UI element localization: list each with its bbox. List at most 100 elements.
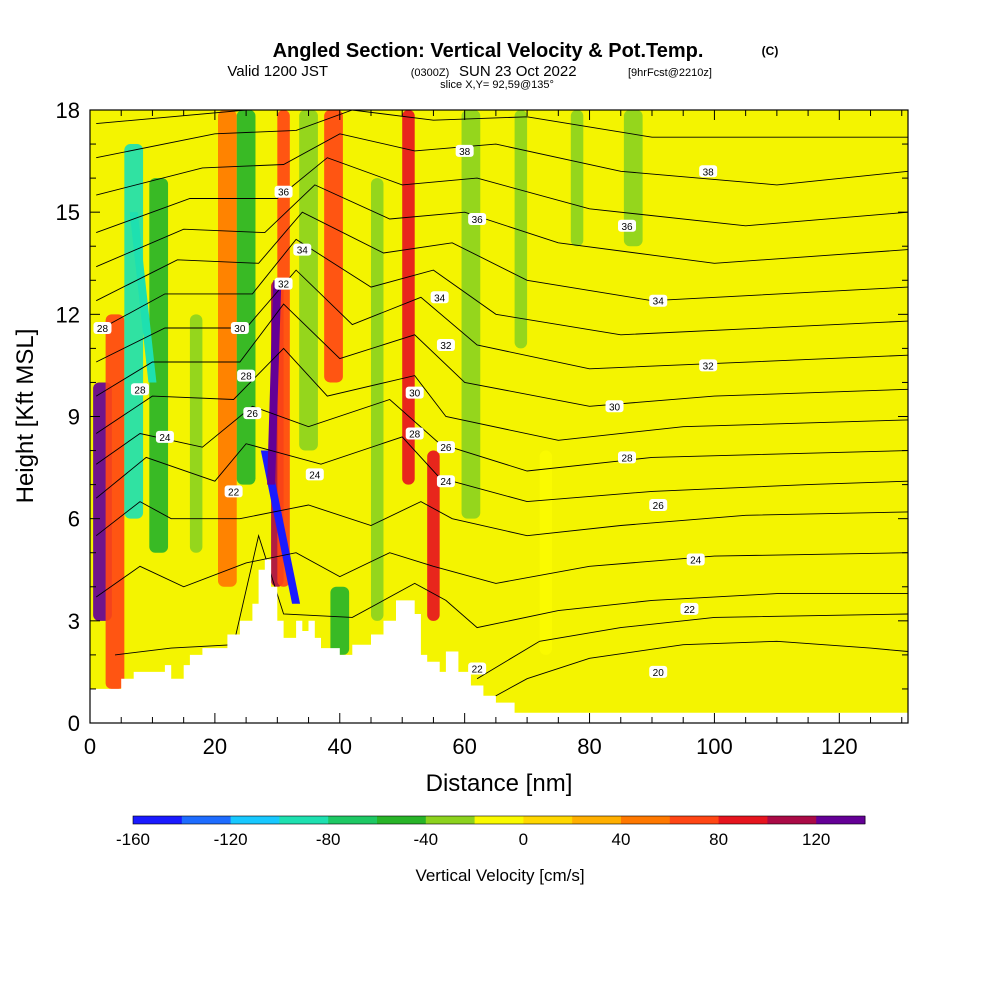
- contour-label: 34: [434, 293, 446, 304]
- contour-label-box: [274, 277, 293, 290]
- y-tick-label: 15: [56, 200, 80, 225]
- isentrope-line: [96, 157, 908, 234]
- contour-label: 22: [228, 487, 240, 498]
- colorbar-tick-label: 80: [709, 830, 728, 849]
- plot-background: [90, 110, 908, 723]
- chart-subtitle-zulu: (0300Z): [411, 67, 450, 79]
- contour-labels: 28 28 24 22 30 28 26 24 32 34 36 38 36 34 32 30 28 26 24 22…: [93, 144, 718, 679]
- isentrope-line: [95, 436, 908, 503]
- colorbar-swatch: [181, 816, 232, 824]
- y-tick-label: 0: [68, 711, 80, 736]
- colorbar-swatch: [669, 816, 720, 824]
- colorbar-swatch: [767, 816, 817, 824]
- isentrope-line: [96, 133, 908, 196]
- x-tick-label: 100: [696, 734, 733, 759]
- velocity-band: [461, 110, 481, 519]
- chart-title: Angled Section: Vertical Velocity & Pot.…: [273, 40, 704, 62]
- colorbar-swatch: [572, 816, 622, 824]
- velocity-band: [330, 586, 350, 655]
- contour-label-box: [436, 338, 455, 351]
- isentrope-line: [95, 211, 908, 302]
- contour-label: 30: [409, 389, 421, 400]
- y-tick-label: 12: [56, 302, 80, 327]
- contour-label: 36: [278, 188, 290, 199]
- chart-subtitle-valid: Valid 1200 JST: [227, 63, 328, 80]
- contour-label: 26: [440, 443, 452, 454]
- colorbar-swatch: [474, 816, 524, 824]
- contour-label: 30: [234, 324, 246, 335]
- x-tick-label: 0: [84, 734, 96, 759]
- chart-subtitle-forecast: [9hrFcst@2210z]: [628, 67, 712, 79]
- contour-label: 38: [459, 147, 471, 158]
- isentrope-line: [96, 184, 908, 268]
- contour-label: 28: [621, 453, 633, 464]
- colorbar-swatch: [718, 816, 768, 824]
- contour-label-box: [436, 441, 455, 454]
- contour-label-box: [436, 475, 455, 488]
- isentrope-line: [95, 238, 908, 336]
- chart-title-units: (C): [762, 44, 779, 58]
- y-tick-label: 18: [56, 98, 80, 123]
- contour-label: 24: [440, 477, 452, 488]
- colorbar-tick-label: 40: [612, 830, 631, 849]
- velocity-band: [370, 178, 384, 621]
- colorbar-tick-label: -80: [316, 830, 341, 849]
- contour-label-box: [230, 321, 249, 334]
- y-tick-label: 3: [68, 609, 80, 634]
- colorbar-tick-label: -160: [116, 830, 150, 849]
- colorbar-tick-label: -40: [414, 830, 439, 849]
- velocity-band: [299, 110, 318, 451]
- velocity-band: [427, 450, 440, 621]
- contour-label: 36: [621, 222, 633, 233]
- colorbar-label: Vertical Velocity [cm/s]: [415, 866, 584, 885]
- contour-label-box: [605, 400, 624, 413]
- contour-label: 24: [159, 433, 171, 444]
- contour-label-box: [405, 427, 424, 440]
- colorbar-tick-label: 120: [802, 830, 830, 849]
- contour-label: 26: [653, 501, 665, 512]
- contour-label: 22: [472, 665, 484, 676]
- colorbar-swatch: [377, 816, 427, 824]
- colorbar-swatch: [230, 816, 280, 824]
- isentrope-line: [95, 501, 908, 537]
- contour-label-box: [649, 294, 668, 307]
- contour-label: 20: [653, 668, 665, 679]
- colorbar-swatch: [133, 816, 183, 824]
- velocity-streak: [260, 450, 301, 604]
- contour-label: 34: [653, 297, 665, 308]
- isentrope-line: [96, 110, 908, 159]
- colorbar-swatch: [523, 816, 573, 824]
- colorbar-swatch: [425, 816, 476, 824]
- contour-label: 28: [409, 430, 421, 441]
- velocity-band: [189, 314, 203, 553]
- x-axis-label: Distance [nm]: [426, 770, 573, 797]
- contour-label-box: [293, 243, 312, 256]
- contour-label-box: [405, 386, 424, 399]
- contour-label-box: [455, 144, 474, 157]
- contour-label: 28: [97, 324, 109, 335]
- isentrope-line: [95, 552, 908, 598]
- colorbar-tick-label: -120: [214, 830, 248, 849]
- colorbar-frame: [132, 815, 866, 825]
- y-axis-label: Height [Kft MSL]: [12, 329, 39, 504]
- velocity-band: [570, 110, 584, 247]
- contour-label: 24: [690, 556, 702, 567]
- colorbar-swatch: [621, 816, 671, 824]
- colorbar-swatch: [816, 816, 866, 824]
- contour-label: 32: [703, 361, 715, 372]
- contour-label: 32: [440, 341, 452, 352]
- contour-label: 24: [309, 470, 321, 481]
- isentropes: [95, 110, 908, 703]
- contour-label: 34: [297, 246, 309, 257]
- contour-label: 30: [609, 402, 621, 413]
- contour-label-box: [680, 602, 699, 615]
- x-tick-label: 60: [452, 734, 476, 759]
- contour-label-box: [237, 369, 256, 382]
- contour-label-box: [649, 665, 668, 678]
- velocity-streak: [267, 280, 282, 485]
- contour-label: 28: [134, 385, 146, 396]
- contour-label: 22: [684, 605, 696, 616]
